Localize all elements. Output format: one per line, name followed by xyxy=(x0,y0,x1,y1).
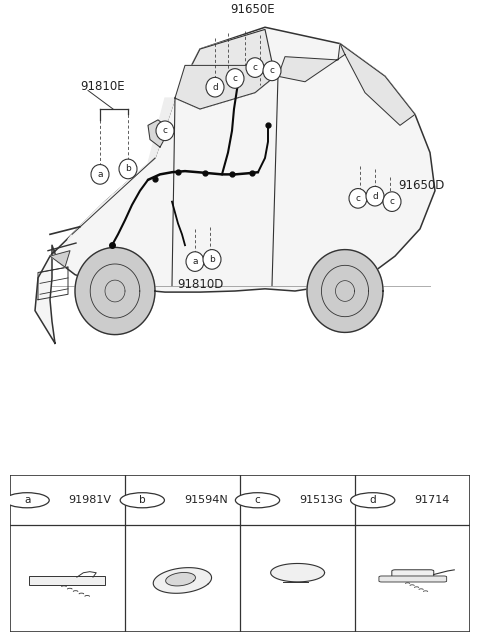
Polygon shape xyxy=(175,30,275,109)
FancyBboxPatch shape xyxy=(29,577,105,585)
Circle shape xyxy=(91,164,109,184)
Polygon shape xyxy=(153,568,212,593)
Polygon shape xyxy=(50,250,70,267)
Polygon shape xyxy=(75,247,155,334)
Text: a: a xyxy=(192,257,198,266)
FancyBboxPatch shape xyxy=(10,475,470,632)
Polygon shape xyxy=(35,27,435,343)
Polygon shape xyxy=(166,573,195,586)
Text: b: b xyxy=(209,255,215,264)
Circle shape xyxy=(226,69,244,89)
Polygon shape xyxy=(271,564,324,582)
Text: c: c xyxy=(232,74,238,83)
Circle shape xyxy=(119,159,137,178)
Text: d: d xyxy=(212,83,218,92)
Text: b: b xyxy=(139,495,145,505)
Circle shape xyxy=(383,192,401,211)
Polygon shape xyxy=(175,65,275,109)
Text: c: c xyxy=(269,66,275,75)
Circle shape xyxy=(186,252,204,272)
Text: 91810D: 91810D xyxy=(177,278,223,291)
Text: 91650D: 91650D xyxy=(398,178,444,192)
Text: 91714: 91714 xyxy=(414,495,450,505)
Circle shape xyxy=(349,189,367,208)
Text: c: c xyxy=(252,63,257,72)
Text: 91594N: 91594N xyxy=(184,495,228,505)
Text: 91650E: 91650E xyxy=(231,3,276,16)
Text: d: d xyxy=(370,495,376,505)
Circle shape xyxy=(206,78,224,97)
Text: c: c xyxy=(356,194,360,203)
Text: 91810E: 91810E xyxy=(80,80,125,92)
Circle shape xyxy=(5,492,49,508)
Polygon shape xyxy=(278,44,345,82)
Circle shape xyxy=(263,61,281,81)
Circle shape xyxy=(246,58,264,78)
FancyBboxPatch shape xyxy=(379,576,447,582)
Circle shape xyxy=(120,492,165,508)
Text: d: d xyxy=(372,192,378,201)
Text: c: c xyxy=(254,495,260,505)
Circle shape xyxy=(350,492,395,508)
Circle shape xyxy=(366,186,384,206)
Text: c: c xyxy=(163,126,168,135)
Polygon shape xyxy=(307,250,383,333)
Text: 91981V: 91981V xyxy=(69,495,111,505)
Text: a: a xyxy=(24,495,30,505)
Circle shape xyxy=(235,492,280,508)
Text: b: b xyxy=(125,164,131,173)
Polygon shape xyxy=(68,98,175,239)
Polygon shape xyxy=(340,44,415,125)
Text: 91513G: 91513G xyxy=(299,495,343,505)
Circle shape xyxy=(156,121,174,141)
Polygon shape xyxy=(148,120,168,147)
FancyBboxPatch shape xyxy=(392,569,434,580)
Text: c: c xyxy=(389,197,395,206)
Text: a: a xyxy=(97,170,103,179)
Circle shape xyxy=(203,250,221,269)
